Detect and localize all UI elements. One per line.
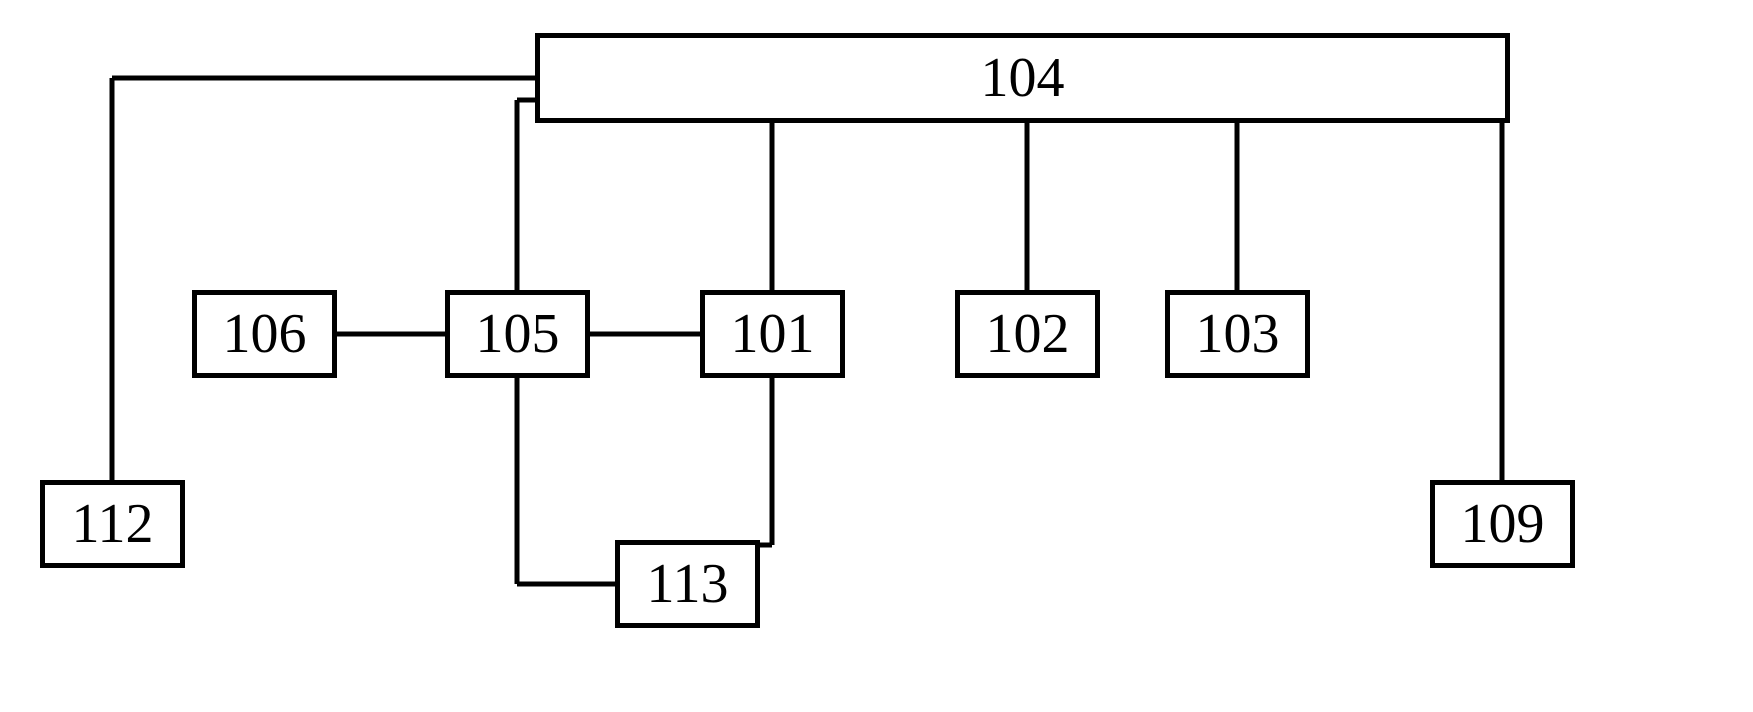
node-label: 106 xyxy=(223,302,307,366)
node-105: 105 xyxy=(445,290,590,378)
node-label: 103 xyxy=(1196,302,1280,366)
node-label: 112 xyxy=(72,492,154,556)
node-label: 101 xyxy=(731,302,815,366)
node-113: 113 xyxy=(615,540,760,628)
node-102: 102 xyxy=(955,290,1100,378)
node-label: 105 xyxy=(476,302,560,366)
node-label: 104 xyxy=(981,46,1065,110)
node-103: 103 xyxy=(1165,290,1310,378)
node-106: 106 xyxy=(192,290,337,378)
node-104: 104 xyxy=(535,33,1510,123)
node-label: 109 xyxy=(1461,492,1545,556)
node-101: 101 xyxy=(700,290,845,378)
block-diagram: 104 106 105 101 102 103 112 113 109 xyxy=(0,0,1753,712)
node-label: 102 xyxy=(986,302,1070,366)
node-label: 113 xyxy=(647,552,729,616)
node-112: 112 xyxy=(40,480,185,568)
node-109: 109 xyxy=(1430,480,1575,568)
